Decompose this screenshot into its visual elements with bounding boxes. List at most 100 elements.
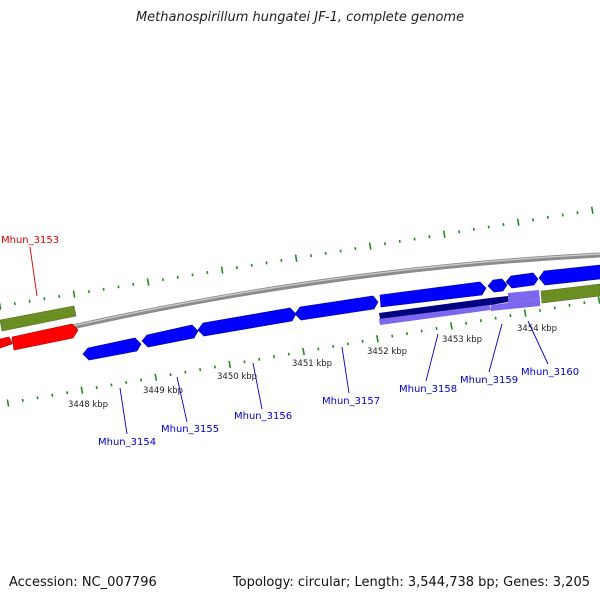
leader-mhun-3158: [425, 333, 439, 382]
gene-forward-left: [0, 305, 77, 332]
upper-tick: [72, 290, 76, 298]
upper-tick: [265, 261, 268, 265]
accession-text: Accession: NC_007796: [9, 575, 157, 590]
gene-label-mhun-3156: Mhun_3156: [234, 411, 292, 422]
lower-tick: [391, 334, 394, 338]
gene-reverse-2: [0, 336, 13, 349]
lower-tick: [110, 383, 113, 387]
upper-tick: [280, 258, 283, 263]
upper-tick: [516, 218, 520, 226]
lower-tick: [332, 344, 335, 348]
lower-tick: [376, 335, 379, 343]
lower-tick: [228, 360, 232, 369]
upper-tick: [487, 225, 490, 229]
gene-label-mhun-3153: Mhun_3153: [1, 235, 59, 246]
cds-light-segment-2: [491, 299, 540, 311]
gene-label-mhun-3154: Mhun_3154: [98, 437, 156, 448]
leader-mhun-3155: [176, 376, 188, 423]
upper-tick: [294, 254, 298, 262]
scale-label-3452: 3452 kbp: [367, 347, 407, 357]
cds-dark-segment-2: [490, 296, 508, 305]
lower-tick: [169, 373, 172, 377]
lower-tick: [568, 303, 571, 307]
cds-mhun-3155: [141, 324, 199, 348]
lower-tick: [317, 347, 320, 351]
upper-tick: [102, 287, 105, 291]
upper-tick: [220, 266, 224, 274]
lower-tick: [21, 398, 24, 402]
upper-tick: [324, 251, 327, 255]
cds-light-segment-1: [379, 305, 491, 325]
lower-tick: [95, 386, 98, 390]
upper-tick: [590, 206, 594, 214]
lower-tick: [6, 399, 10, 407]
cds-mhun-3160: [505, 272, 539, 289]
upper-tick: [146, 278, 150, 286]
lower-tick: [420, 329, 423, 333]
upper-tick: [368, 242, 372, 250]
leader-mhun-3153: [29, 246, 38, 297]
scale-label-3449: 3449 kbp: [143, 386, 183, 396]
upper-tick: [472, 227, 475, 231]
gene-forward-right: [540, 283, 600, 304]
gene-reverse-1: [11, 323, 79, 351]
lower-tick: [287, 352, 290, 356]
scale-label-3448: 3448 kbp: [68, 400, 108, 410]
lower-tick: [553, 306, 556, 310]
leader-mhun-3156: [252, 362, 263, 410]
lower-tick: [435, 326, 438, 330]
scale-label-3454: 3454 kbp: [517, 324, 557, 334]
lower-tick: [36, 396, 39, 400]
lower-tick: [361, 339, 364, 343]
lower-tick: [465, 321, 468, 325]
genome-backbone: [0, 252, 600, 347]
tick-track-upper: [0, 206, 594, 310]
lower-tick: [125, 380, 128, 384]
lower-tick: [258, 357, 261, 361]
lower-tick: [80, 386, 84, 394]
map-title: Methanospirillum hungatei JF-1, complete…: [135, 10, 465, 25]
cds-mhun-3156: [197, 307, 297, 337]
scale-label-3450: 3450 kbp: [217, 372, 257, 382]
lower-tick: [66, 391, 69, 395]
lower-tick: [509, 314, 512, 318]
cds-mhun-3158: [379, 281, 487, 308]
leader-mhun-3154: [119, 387, 128, 435]
upper-tick: [0, 302, 2, 310]
lower-tick: [51, 393, 54, 397]
leader-mhun-3157: [341, 346, 350, 394]
cds-dark-segment: [379, 298, 491, 319]
lower-tick: [199, 368, 202, 372]
leader-mhun-3160: [527, 320, 549, 365]
cds-light-segment-3: [508, 290, 540, 303]
lower-tick: [494, 316, 497, 320]
upper-tick: [117, 285, 120, 289]
scale-label-3451: 3451 kbp: [292, 359, 332, 369]
gene-label-mhun-3155: Mhun_3155: [161, 424, 219, 435]
upper-tick: [87, 290, 90, 294]
upper-tick: [250, 263, 253, 267]
gene-label-mhun-3159: Mhun_3159: [460, 375, 518, 386]
lower-tick: [184, 370, 187, 374]
cds-mhun-3154: [82, 337, 142, 361]
upper-tick: [458, 230, 461, 234]
cds-mhun-3159: [487, 278, 508, 293]
upper-tick: [58, 294, 61, 298]
upper-tick: [132, 282, 135, 286]
tick-track-lower: [6, 296, 600, 407]
upper-tick: [309, 254, 312, 258]
lower-tick: [302, 347, 305, 356]
scale-label-3453: 3453 kbp: [442, 335, 482, 345]
leader-mhun-3159: [488, 323, 503, 373]
genome-backbone-highlight: [0, 253, 600, 344]
gene-label-mhun-3160: Mhun_3160: [521, 367, 579, 378]
cds-right-edge: [538, 264, 600, 286]
gene-label-mhun-3157: Mhun_3157: [322, 396, 380, 407]
topology-stats-text: Topology: circular; Length: 3,544,738 bp…: [232, 575, 590, 590]
lower-tick: [243, 360, 246, 364]
cds-mhun-3157: [294, 295, 379, 321]
upper-tick: [502, 223, 505, 227]
lower-tick: [583, 301, 586, 305]
upper-tick: [442, 230, 446, 238]
